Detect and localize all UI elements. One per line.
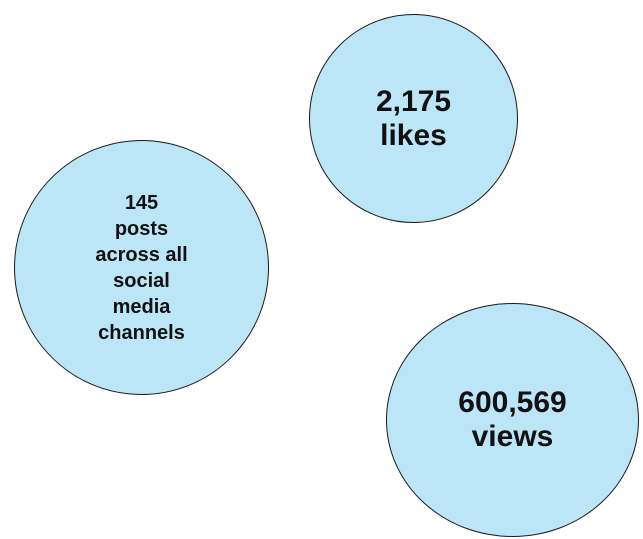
posts-label-line-2: across all (95, 243, 188, 266)
views-bubble: 600,569 views (386, 303, 639, 537)
likes-count: 2,175 (375, 84, 452, 118)
posts-label-line-3: social (113, 269, 170, 292)
posts-count: 145 (124, 191, 159, 214)
likes-bubble: 2,175 likes (309, 14, 518, 223)
posts-label-line-5: channels (98, 321, 185, 344)
posts-bubble: 145 posts across all social media channe… (14, 140, 269, 395)
posts-label-line-1: posts (114, 217, 169, 240)
views-count: 600,569 (458, 386, 567, 419)
views-label: views (471, 420, 554, 453)
likes-label: likes (380, 118, 447, 152)
posts-label-line-4: media (112, 295, 171, 318)
